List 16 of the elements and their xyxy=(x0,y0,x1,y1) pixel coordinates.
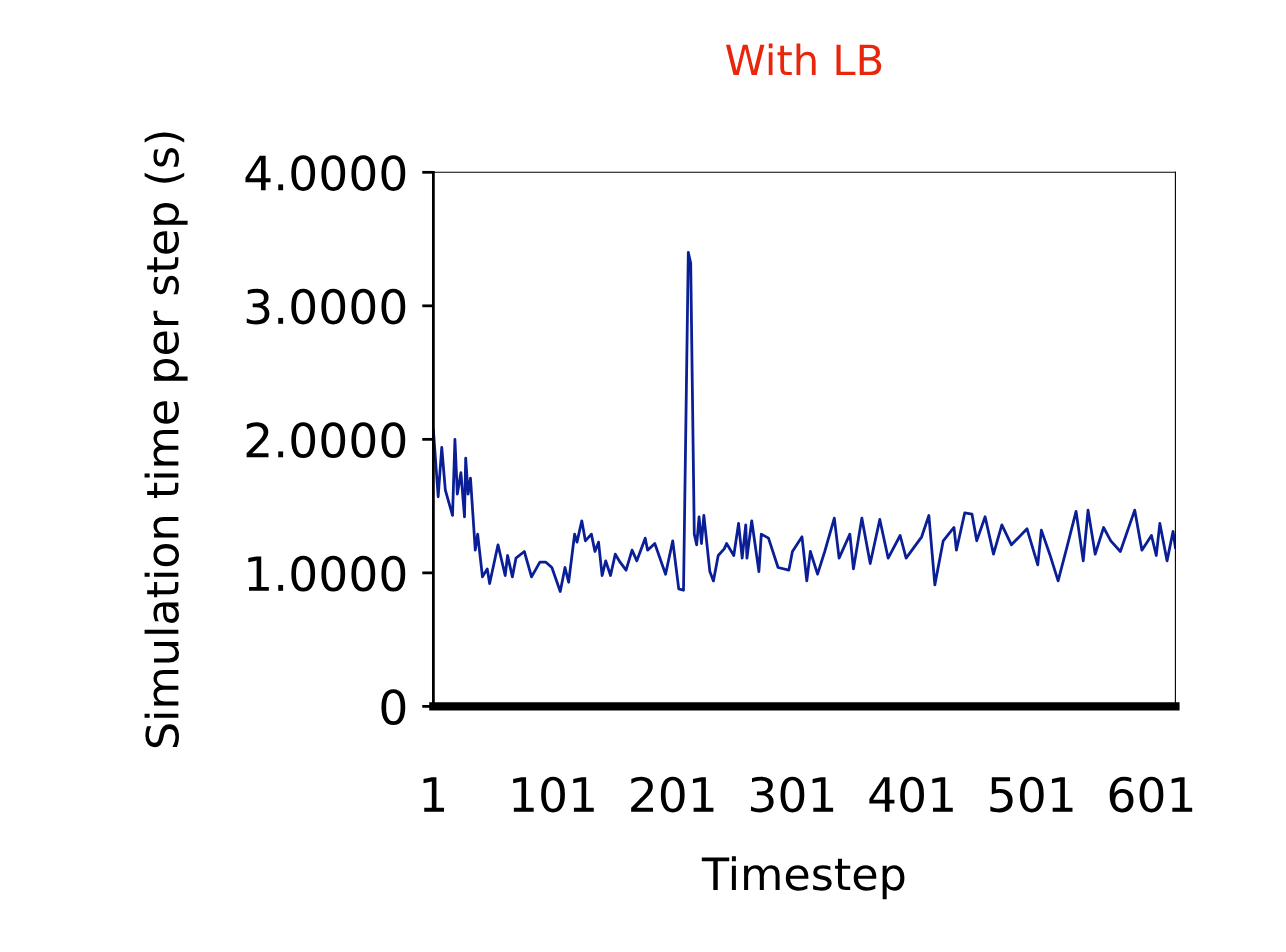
y-axis-title: Simulation time per step (s) xyxy=(144,132,188,748)
line-series xyxy=(433,251,1176,593)
x-tick-label: 101 xyxy=(513,776,594,813)
y-tick-label: 0 xyxy=(381,689,406,725)
x-tick-label: 201 xyxy=(631,776,714,813)
chart-title: With LB xyxy=(725,43,882,76)
x-tick-label: 601 xyxy=(1109,776,1193,813)
y-tick-label: 4.0000 xyxy=(245,155,406,191)
x-axis-title: Timestep xyxy=(701,856,905,900)
y-tick-label: 1.0000 xyxy=(248,555,406,592)
x-tick-label: 401 xyxy=(869,776,953,813)
y-tick-label: 2.0000 xyxy=(246,422,406,458)
y-tick-label: 3.0000 xyxy=(246,288,406,325)
x-tick-label: 301 xyxy=(750,776,834,813)
x-tick-label: 1 xyxy=(423,777,445,812)
x-tick-label: 501 xyxy=(990,776,1073,813)
